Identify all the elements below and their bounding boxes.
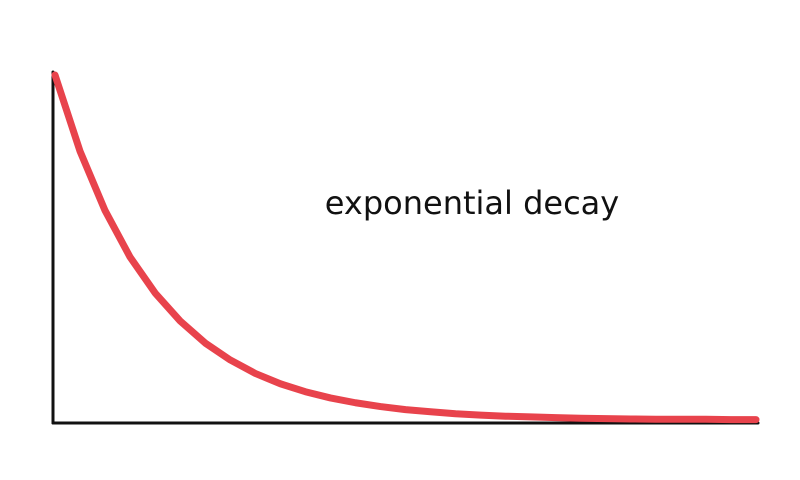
axes xyxy=(51,70,760,425)
series-layer xyxy=(51,71,760,424)
chart-annotation: exponential decay xyxy=(325,184,619,222)
series-line-0 xyxy=(51,71,760,424)
